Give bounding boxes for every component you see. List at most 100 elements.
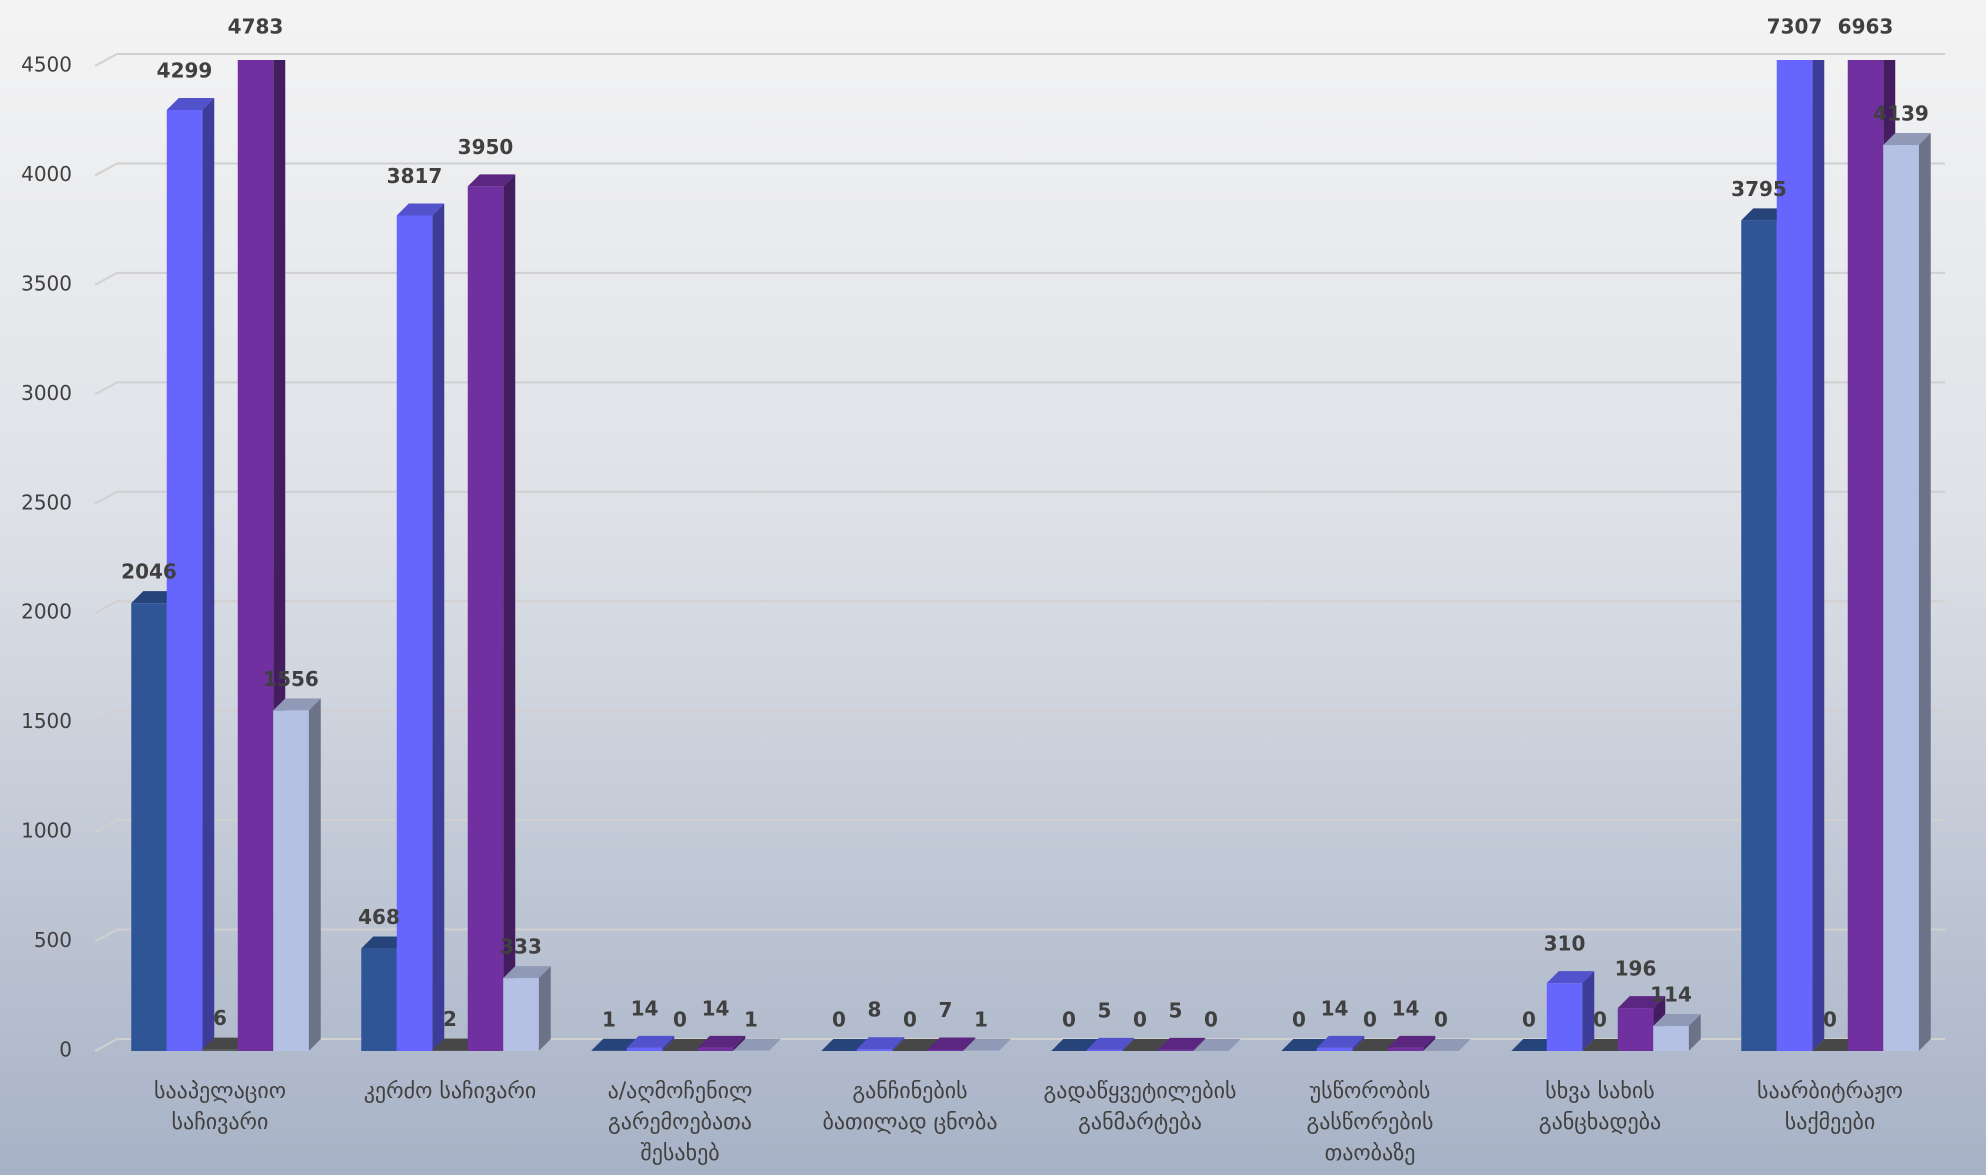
bar-side bbox=[1193, 1037, 1206, 1051]
bar-top bbox=[467, 174, 516, 187]
data-label: 14 bbox=[1321, 996, 1349, 1020]
data-label: 14 bbox=[702, 996, 730, 1020]
bar bbox=[361, 948, 397, 1051]
bar bbox=[1776, 60, 1813, 1052]
y-tick-label: 1500 bbox=[21, 709, 72, 733]
bar-top bbox=[733, 1038, 781, 1051]
grid-line bbox=[94, 490, 1945, 505]
y-tick-label: 500 bbox=[34, 928, 72, 952]
bar-top bbox=[1122, 1039, 1170, 1051]
data-label: 7307 bbox=[1767, 15, 1823, 39]
data-label: 8 bbox=[868, 998, 882, 1022]
y-tick-label: 4500 bbox=[21, 53, 72, 77]
data-label: 6 bbox=[213, 1006, 227, 1030]
grid-line bbox=[94, 162, 1945, 177]
x-tick-label: სააპელაციო საჩივარი bbox=[153, 1079, 287, 1135]
bar-top bbox=[1423, 1039, 1471, 1051]
bar-top bbox=[503, 966, 551, 979]
bar-side bbox=[503, 174, 516, 1051]
data-label: 3817 bbox=[387, 164, 443, 188]
data-label: 0 bbox=[1363, 1008, 1377, 1032]
bar-side bbox=[1122, 1037, 1135, 1051]
bar bbox=[131, 603, 167, 1051]
data-label: 1 bbox=[602, 1007, 616, 1031]
bar bbox=[1617, 1008, 1654, 1051]
bar bbox=[1546, 983, 1583, 1051]
data-label: 0 bbox=[1133, 1008, 1147, 1032]
bar-side bbox=[733, 1035, 746, 1051]
y-tick-label: 2000 bbox=[21, 600, 72, 624]
bar-top bbox=[1193, 1039, 1241, 1051]
data-label: 5 bbox=[1169, 998, 1183, 1022]
grid-line bbox=[94, 271, 1945, 286]
bar bbox=[1741, 220, 1777, 1052]
grid-line bbox=[94, 928, 1945, 943]
y-tick-label: 3000 bbox=[21, 381, 72, 405]
data-label: 6963 bbox=[1838, 15, 1894, 39]
y-tick-label: 0 bbox=[59, 1038, 72, 1062]
bar-side bbox=[998, 1038, 1011, 1051]
data-label: 0 bbox=[903, 1008, 917, 1032]
data-label: 7 bbox=[939, 998, 953, 1022]
bar-top bbox=[273, 698, 321, 711]
x-tick-label: კერძო საჩივარი bbox=[363, 1079, 537, 1104]
grid-line bbox=[94, 53, 1945, 67]
data-label: 4299 bbox=[157, 58, 213, 82]
x-tick-label: ა/აღმოჩენილ გარემოებათა შესახებ bbox=[607, 1079, 753, 1166]
bar-top bbox=[963, 1038, 1011, 1051]
data-label: 0 bbox=[1593, 1008, 1607, 1032]
bar bbox=[396, 215, 433, 1052]
grid-line bbox=[94, 600, 1945, 615]
data-label: 4783 bbox=[228, 15, 284, 39]
bar bbox=[1086, 1049, 1123, 1051]
bar-top bbox=[856, 1037, 905, 1050]
bar-side bbox=[1352, 1035, 1365, 1051]
bar bbox=[273, 710, 309, 1051]
data-label: 2 bbox=[443, 1007, 457, 1031]
data-label: 0 bbox=[1823, 1008, 1837, 1032]
data-label: 3795 bbox=[1731, 177, 1787, 201]
bar-top bbox=[892, 1039, 940, 1051]
data-label: 1 bbox=[744, 1007, 758, 1031]
bar-top bbox=[166, 97, 215, 110]
data-label: 5 bbox=[1098, 998, 1112, 1022]
data-label: 196 bbox=[1615, 957, 1657, 981]
bar bbox=[202, 1049, 238, 1051]
bar-side bbox=[963, 1037, 976, 1051]
x-tick-label: სხვა სახის განცხადება bbox=[1538, 1079, 1662, 1135]
data-label: 310 bbox=[1544, 932, 1586, 956]
y-tick-label: 3500 bbox=[21, 271, 72, 295]
bar bbox=[237, 60, 274, 1052]
bar-top bbox=[1617, 996, 1666, 1009]
data-label: 0 bbox=[1434, 1008, 1448, 1032]
bar bbox=[467, 186, 504, 1051]
y-tick-label: 2500 bbox=[21, 490, 72, 514]
data-label: 0 bbox=[1204, 1008, 1218, 1032]
data-label: 3950 bbox=[458, 135, 514, 159]
bar-side bbox=[768, 1038, 781, 1051]
bar-side bbox=[432, 203, 445, 1052]
grid-line bbox=[94, 819, 1945, 833]
bar-side bbox=[202, 97, 215, 1052]
grid-line bbox=[94, 709, 1945, 724]
bar-top bbox=[1387, 1035, 1436, 1048]
bar-top bbox=[1653, 1014, 1701, 1027]
x-tick-label: განჩინების ბათილად ცნობა bbox=[822, 1079, 998, 1135]
bar-top bbox=[1051, 1039, 1099, 1051]
x-tick-label: გადაწყვეტილების განმარტება bbox=[1043, 1079, 1237, 1135]
bar bbox=[626, 1047, 663, 1051]
bar-top bbox=[1883, 133, 1931, 146]
grid-line bbox=[94, 381, 1945, 396]
bar-top bbox=[396, 203, 445, 216]
bar bbox=[1847, 60, 1884, 1051]
bar-top bbox=[1316, 1035, 1365, 1048]
bar-side bbox=[1918, 133, 1931, 1051]
bar-top bbox=[927, 1037, 976, 1050]
y-tick-label: 4000 bbox=[21, 162, 72, 186]
bar-side bbox=[1423, 1035, 1436, 1051]
bar-side bbox=[538, 966, 551, 1051]
bar bbox=[927, 1049, 964, 1051]
bar bbox=[1157, 1049, 1194, 1051]
